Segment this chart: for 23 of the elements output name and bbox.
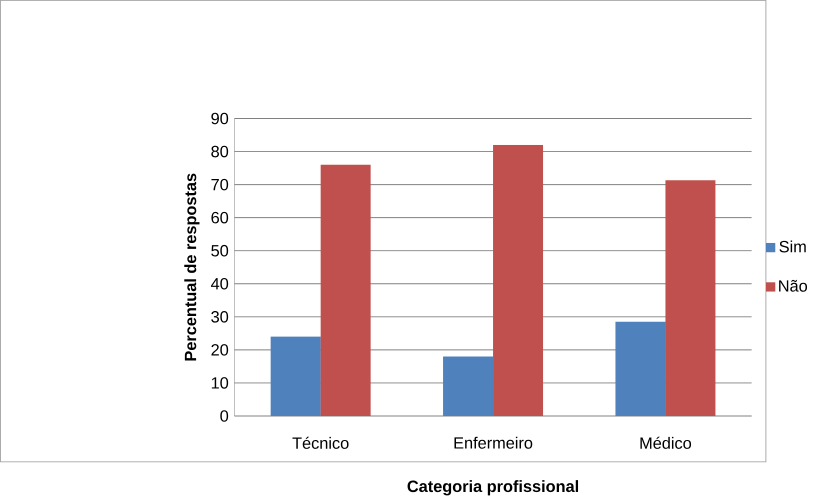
legend-label: Não [779, 280, 808, 292]
bar [493, 145, 544, 416]
bar [615, 322, 666, 416]
y-tick-label: 0 [220, 410, 228, 422]
x-tick-label: Médico [640, 436, 692, 449]
bar [320, 164, 371, 416]
y-tick-label: 60 [211, 212, 228, 224]
x-axis-title: Categoria profissional [408, 480, 578, 496]
y-tick-label: 70 [211, 178, 228, 190]
y-tick-label: 40 [210, 278, 228, 290]
y-tick-label: 50 [211, 245, 228, 257]
y-tick-label: 10 [212, 377, 228, 389]
bar [443, 356, 494, 416]
y-axis-title: Percentual de respostas [184, 174, 200, 361]
legend-label: Sim [779, 240, 806, 253]
y-tick-label: 80 [211, 146, 228, 158]
x-tick-label: Técnico [292, 436, 349, 449]
bar [270, 336, 321, 416]
y-tick-label: 30 [211, 311, 228, 323]
y-tick-label: 90 [211, 112, 228, 124]
x-tick-label: Enfermeiro [454, 436, 532, 449]
y-tick-label: 20 [211, 344, 228, 356]
bar [665, 180, 716, 416]
